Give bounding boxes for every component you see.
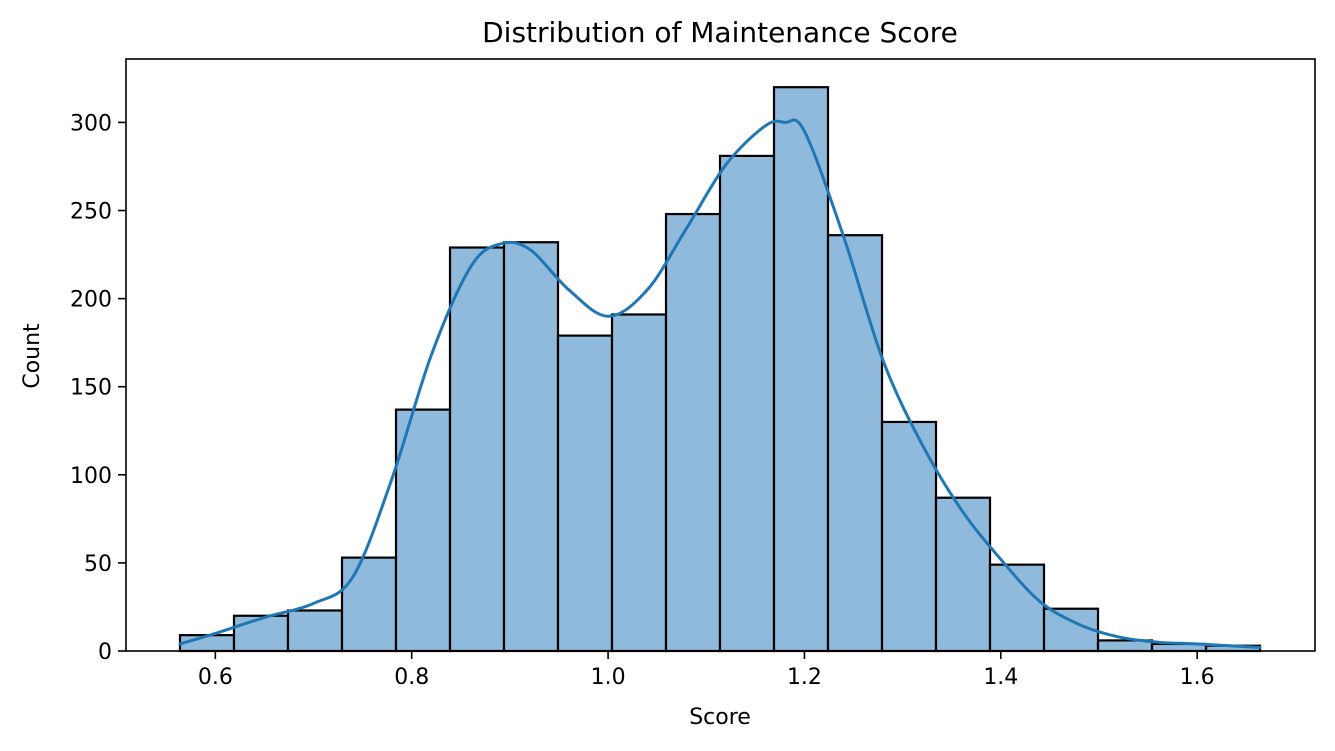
y-tick-label: 150 [70,376,112,401]
x-tick-label: 0.8 [394,665,429,690]
y-tick-label: 250 [70,200,112,225]
y-axis-label: Count [20,323,45,389]
histogram-bar [232,614,290,653]
y-tick-label: 200 [70,288,112,313]
x-tick-label: 1.4 [983,665,1018,690]
histogram-bar [664,212,722,653]
histogram-bar [934,496,992,653]
histogram-bar [556,334,614,653]
y-tick-label: 100 [70,464,112,489]
x-axis-ticks: 0.6 0.8 1.0 1.2 1.4 1.6 [198,651,1215,690]
y-axis-ticks: 0 50 100 150 200 250 300 [70,111,126,665]
chart-title: Distribution of Maintenance Score [482,16,958,49]
histogram-bar [610,313,668,653]
y-tick-label: 0 [98,640,112,665]
histogram-bar [448,246,506,653]
x-tick-label: 1.0 [591,665,626,690]
histogram-bar [502,241,560,653]
histogram-bar [286,609,344,653]
x-tick-label: 1.6 [1180,665,1215,690]
x-axis-label: Score [689,705,751,730]
x-tick-label: 1.2 [787,665,822,690]
plot-frame [125,58,1316,652]
histogram-bar [340,556,398,653]
histogram-bar [880,420,938,653]
histogram-bar [826,234,884,653]
histogram-bar [1042,607,1100,653]
histogram-bars [178,86,1262,653]
kde-curve [178,118,1262,649]
histogram-bar [718,154,776,653]
x-tick-label: 0.6 [198,665,233,690]
y-tick-label: 300 [70,111,112,136]
y-tick-label: 50 [84,552,112,577]
